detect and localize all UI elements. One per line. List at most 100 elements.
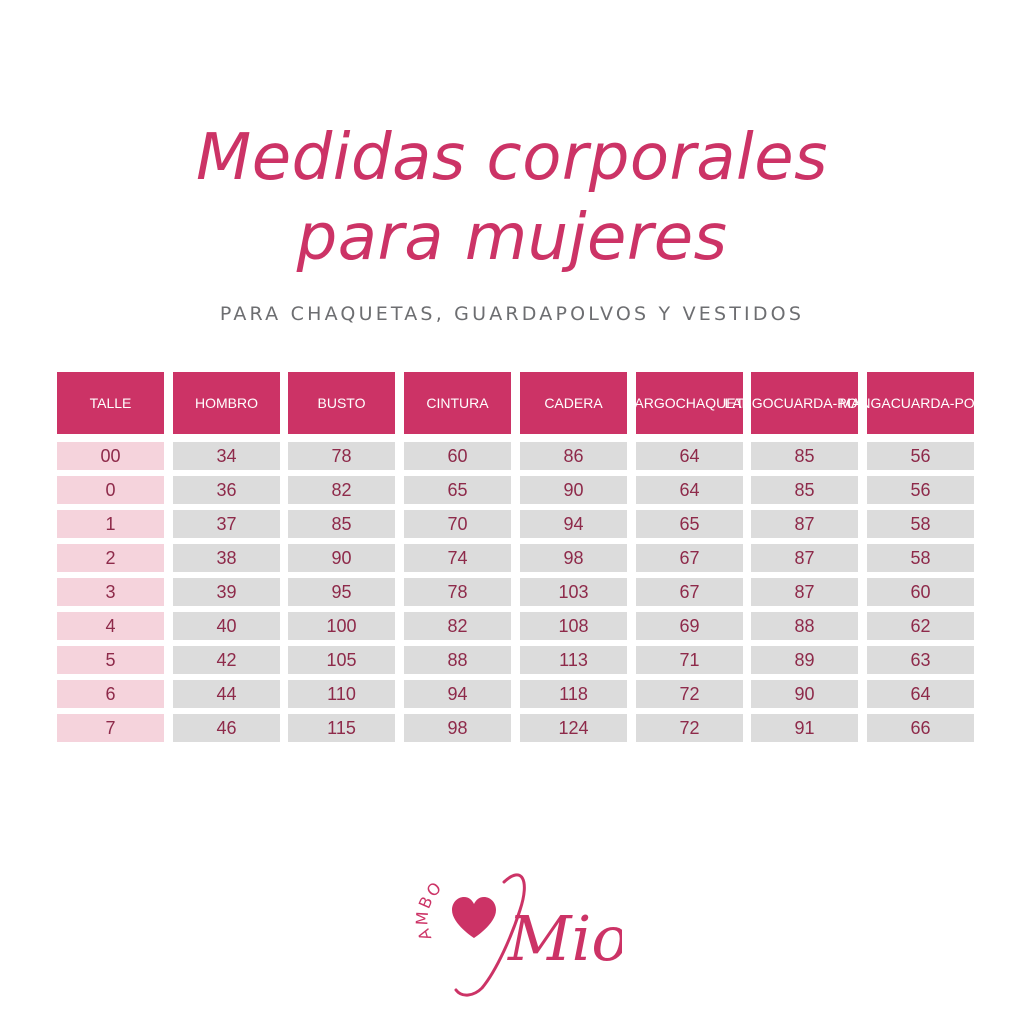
column-header: MANGA CUARDA- POLVO	[839, 372, 1002, 434]
measurement-cell: 58	[867, 544, 974, 572]
measurement-cell: 94	[404, 680, 511, 708]
measurement-cell: 62	[867, 612, 974, 640]
column-header: LARGO CUARDA- POLVO	[725, 372, 885, 434]
logo-mio-text: Mio	[507, 902, 622, 975]
measurement-cell: 69	[636, 612, 743, 640]
measurement-cell: 78	[404, 578, 511, 606]
page-subtitle: PARA CHAQUETAS, GUARDAPOLVOS Y VESTIDOS	[219, 303, 805, 325]
measurement-cell: 44	[173, 680, 280, 708]
size-label-cell: 3	[57, 578, 164, 606]
measurement-cell: 65	[636, 510, 743, 538]
measurement-cell: 37	[173, 510, 280, 538]
size-label-cell: 0	[57, 476, 164, 504]
size-label-cell: 4	[57, 612, 164, 640]
measurement-cell: 100	[288, 612, 395, 640]
column-header-line: CHAQUETA	[675, 394, 753, 411]
column-header-line: CUARDA-	[773, 394, 838, 411]
column-header-line: POLVO	[954, 394, 1002, 411]
column-header-line: MANGA	[839, 394, 891, 411]
measurement-cell: 58	[867, 510, 974, 538]
size-label-cell: 5	[57, 646, 164, 674]
size-label-cell: 7	[57, 714, 164, 742]
measurement-cell: 87	[751, 578, 858, 606]
measurement-cell: 64	[636, 476, 743, 504]
measurement-cell: 72	[636, 714, 743, 742]
measurement-cell: 94	[520, 510, 627, 538]
measurement-cell: 67	[636, 544, 743, 572]
measurement-cell: 108	[520, 612, 627, 640]
measurement-cell: 63	[867, 646, 974, 674]
measurement-cell: 105	[288, 646, 395, 674]
measurement-cell: 82	[404, 612, 511, 640]
measurement-cell: 60	[404, 442, 511, 470]
measurement-cell: 67	[636, 578, 743, 606]
column-header: TALLE	[57, 372, 164, 434]
column-header-line: TALLE	[89, 394, 132, 411]
measurement-cell: 36	[173, 476, 280, 504]
measurement-cell: 87	[751, 510, 858, 538]
measurement-cell: 64	[636, 442, 743, 470]
column-header-line: CUARDA-	[890, 394, 955, 411]
measurement-cell: 88	[404, 646, 511, 674]
column-header: CINTURA	[404, 372, 511, 434]
measurement-cell: 95	[288, 578, 395, 606]
measurement-cell: 34	[173, 442, 280, 470]
logo-swash	[454, 873, 526, 997]
measurement-cell: 113	[520, 646, 627, 674]
column-header: LARGO CHAQUETA	[627, 372, 752, 434]
heart-icon	[452, 897, 496, 938]
title-line-2: para mujeres	[296, 201, 728, 275]
measurement-cell: 90	[520, 476, 627, 504]
title-line-1: Medidas corporales	[196, 121, 828, 195]
size-label-cell: 00	[57, 442, 164, 470]
measurement-cell: 98	[404, 714, 511, 742]
measurement-cell: 66	[867, 714, 974, 742]
page-title: Medidas corporales para mujeres	[0, 118, 1024, 278]
column-header: BUSTO	[288, 372, 395, 434]
measurement-cell: 89	[751, 646, 858, 674]
measurement-cell: 38	[173, 544, 280, 572]
size-label-cell: 6	[57, 680, 164, 708]
column-header: HOMBRO	[173, 372, 280, 434]
measurement-cell: 98	[520, 544, 627, 572]
column-header: CADERA	[520, 372, 627, 434]
measurement-cell: 118	[520, 680, 627, 708]
measurement-cell: 88	[751, 612, 858, 640]
measurement-cell: 110	[288, 680, 395, 708]
measurement-cell: 82	[288, 476, 395, 504]
column-header-line: HOMBRO	[195, 394, 258, 411]
measurement-cell: 103	[520, 578, 627, 606]
measurement-cell: 42	[173, 646, 280, 674]
measurement-cell: 124	[520, 714, 627, 742]
measurement-cell: 40	[173, 612, 280, 640]
measurement-cell: 91	[751, 714, 858, 742]
measurement-cell: 46	[173, 714, 280, 742]
measurement-cell: 74	[404, 544, 511, 572]
measurement-cell: 64	[867, 680, 974, 708]
measurement-cell: 85	[288, 510, 395, 538]
measurement-cell: 85	[751, 476, 858, 504]
measurement-cell: 86	[520, 442, 627, 470]
size-label-cell: 2	[57, 544, 164, 572]
measurement-cell: 115	[288, 714, 395, 742]
column-header-line: LARGO	[626, 394, 676, 411]
size-label-cell: 1	[57, 510, 164, 538]
column-header-line: LARGO	[724, 394, 774, 411]
measurement-cell: 65	[404, 476, 511, 504]
column-header-line: CADERA	[544, 394, 603, 411]
measurement-cell: 39	[173, 578, 280, 606]
measurement-cell: 87	[751, 544, 858, 572]
measurement-cell: 71	[636, 646, 743, 674]
measurement-cell: 72	[636, 680, 743, 708]
measurement-cell: 70	[404, 510, 511, 538]
measurement-cell: 90	[288, 544, 395, 572]
ambo-mio-logo: AMBO Mio	[412, 873, 622, 997]
measurement-cell: 60	[867, 578, 974, 606]
measurement-cell: 56	[867, 476, 974, 504]
logo-ambo-text: AMBO	[412, 877, 446, 943]
measurement-cell: 78	[288, 442, 395, 470]
column-header-line: BUSTO	[317, 394, 366, 411]
measurement-cell: 56	[867, 442, 974, 470]
measurement-cell: 85	[751, 442, 858, 470]
measurement-cell: 90	[751, 680, 858, 708]
